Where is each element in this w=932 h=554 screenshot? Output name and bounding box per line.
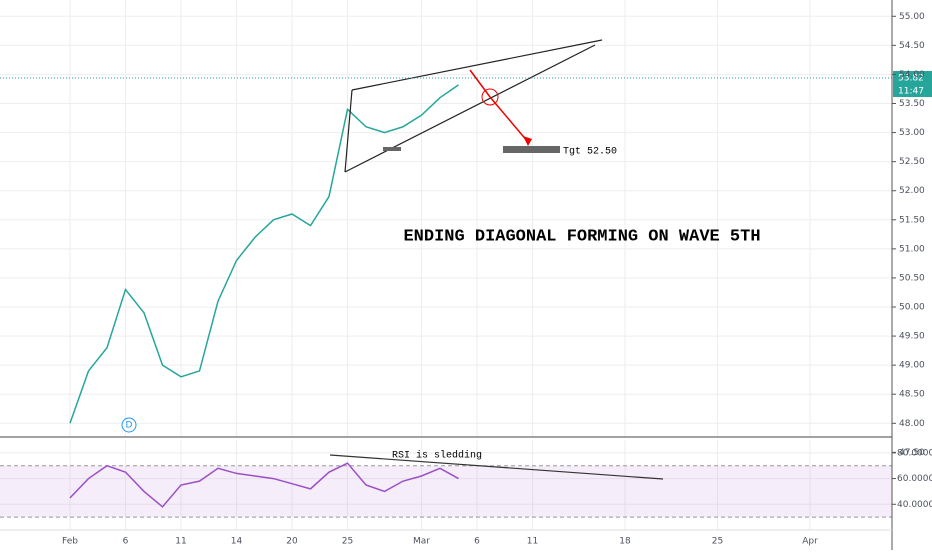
arrow-head bbox=[523, 136, 532, 146]
y-tick-label: 48.50 bbox=[899, 390, 925, 400]
last-price: 53.82 bbox=[898, 74, 924, 84]
y-tick-label: 51.00 bbox=[899, 244, 925, 254]
y-tick-label: 52.00 bbox=[899, 186, 925, 196]
x-tick-label: 25 bbox=[712, 537, 723, 547]
support-zone bbox=[383, 147, 401, 151]
wedge-left bbox=[344, 89, 353, 173]
last-price-box bbox=[893, 71, 932, 84]
y-tick-label: 53.00 bbox=[899, 128, 925, 138]
target-zone bbox=[503, 146, 560, 153]
target-label: Tgt 52.50 bbox=[563, 147, 617, 158]
x-tick-label: 6 bbox=[123, 537, 129, 547]
event-marker-label[interactable]: D bbox=[126, 421, 133, 431]
series-line bbox=[69, 84, 459, 424]
rsi-annotation: RSI is sledding bbox=[392, 450, 482, 462]
x-tick-label: 6 bbox=[474, 537, 480, 547]
y-tick-label: 55.00 bbox=[899, 12, 925, 22]
y-tick-label: 54.50 bbox=[899, 41, 925, 51]
x-tick-label: Apr bbox=[802, 537, 818, 547]
x-tick-label: 11 bbox=[175, 537, 186, 547]
y-tick-label: 47.50 bbox=[899, 448, 925, 458]
rsi-trendline bbox=[329, 454, 664, 480]
x-tick-label: Mar bbox=[413, 537, 430, 547]
break-circle bbox=[481, 88, 499, 106]
plot bbox=[69, 84, 459, 508]
x-tick-label: 25 bbox=[342, 537, 353, 547]
grid bbox=[0, 0, 892, 530]
y-tick-label: 60.0000 bbox=[897, 474, 932, 484]
event-marker[interactable] bbox=[121, 417, 137, 433]
series-line bbox=[69, 462, 459, 508]
y-tick-label: 51.50 bbox=[899, 215, 925, 225]
y-tick-label: 49.00 bbox=[899, 361, 925, 371]
y-tick-label: 54.00 bbox=[899, 70, 925, 80]
x-tick-label: Feb bbox=[62, 537, 78, 547]
x-tick-label: 18 bbox=[619, 537, 631, 547]
x-tick-label: 20 bbox=[286, 537, 298, 547]
countdown: 11:47 bbox=[898, 87, 924, 97]
y-tick-label: 50.50 bbox=[899, 273, 925, 283]
annotation: ENDING DIAGONAL FORMING ON WAVE 5TH bbox=[403, 227, 760, 246]
countdown-box bbox=[893, 84, 932, 97]
y-tick-label: 52.50 bbox=[899, 157, 925, 167]
y-tick-label: 48.00 bbox=[899, 419, 925, 429]
y-tick-label: 50.00 bbox=[899, 303, 925, 313]
x-tick-label: 14 bbox=[231, 537, 243, 547]
y-tick-label: 80.0000 bbox=[897, 448, 932, 458]
wedge-upper bbox=[351, 39, 603, 91]
y-tick-label: 49.50 bbox=[899, 332, 925, 342]
x-tick-label: 11 bbox=[527, 537, 538, 547]
rsi-band bbox=[0, 466, 892, 517]
forecast-arrow bbox=[469, 69, 529, 143]
y-tick-label: 40.0000 bbox=[897, 500, 932, 510]
y-tick-label: 53.50 bbox=[899, 99, 925, 109]
